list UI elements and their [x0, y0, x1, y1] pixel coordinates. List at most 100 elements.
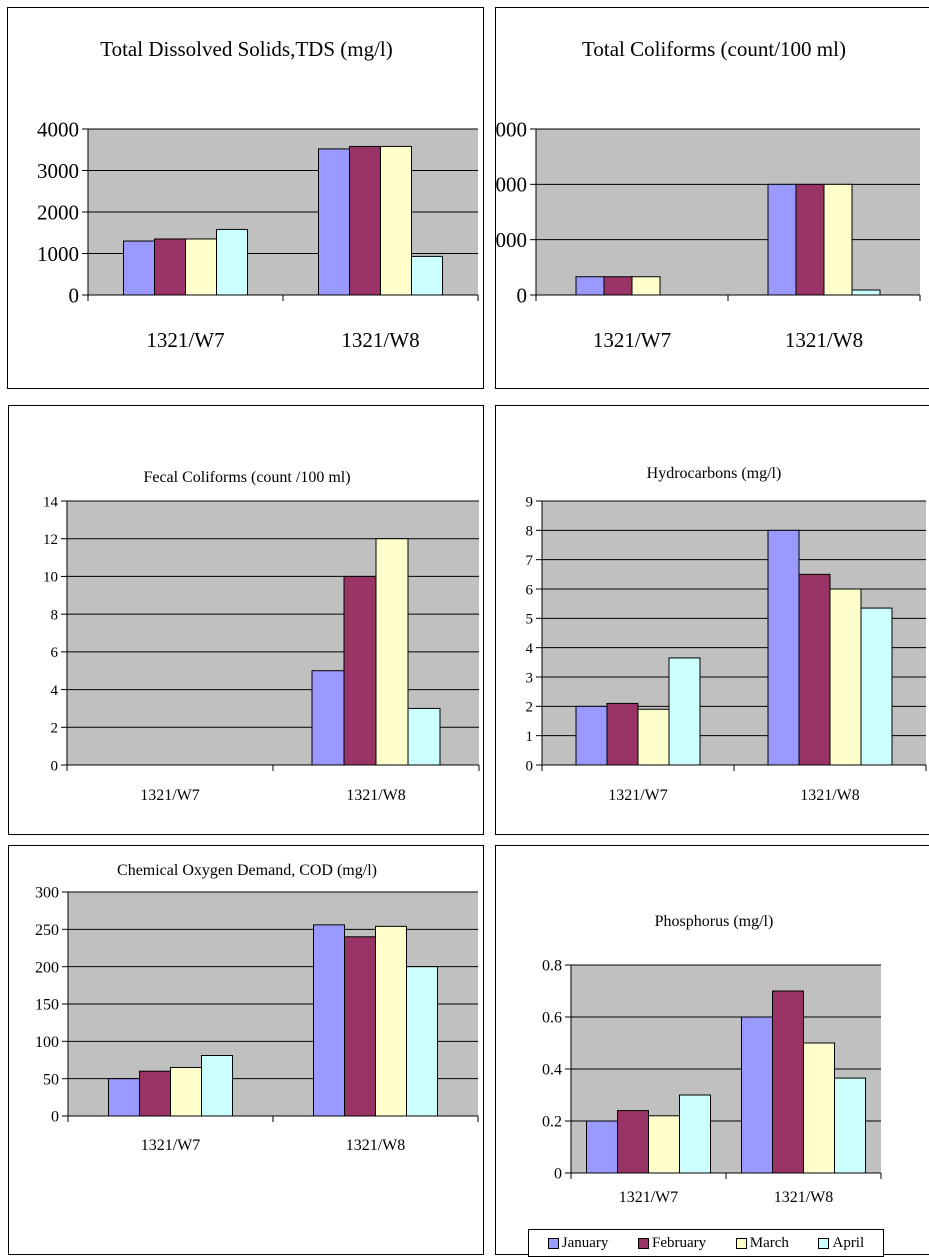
x-tick-label: 1321/W7	[140, 787, 200, 804]
x-tick-label: 1321/W8	[341, 328, 419, 352]
chart-panel-total-coliforms: Total Coliforms (count/100 ml) 0 1000 2000 3…	[495, 7, 929, 389]
y-tick-label: 4000	[37, 117, 79, 141]
y-tick-label: 2000	[37, 200, 79, 224]
chart-title: Chemical Oxygen Demand, COD (mg/l)	[117, 862, 377, 879]
y-tick-label: 6	[526, 582, 534, 598]
bar-april-1	[406, 966, 438, 1117]
legend-label-february: February	[652, 1234, 707, 1251]
bar-april-0	[668, 657, 701, 766]
bar-january-0	[575, 276, 605, 296]
bar-march-1	[823, 183, 853, 296]
legend-item-january: January	[547, 1235, 608, 1252]
bar-march-1	[829, 588, 862, 766]
bar-january-0	[108, 1078, 140, 1117]
bar-february-1	[343, 575, 377, 766]
bar-april-1	[411, 255, 443, 296]
legend-item-february: February	[638, 1235, 706, 1252]
x-tick-label: 1321/W7	[619, 1189, 679, 1206]
chart-cod: Chemical Oxygen Demand, COD (mg/l) 0 50 100…	[35, 862, 479, 1154]
chart-total-coliforms: Total Coliforms (count/100 ml) 0 1000 2000 3…	[496, 37, 921, 352]
x-tick-label: 1321/W8	[774, 1189, 834, 1206]
chart-hydrocarbons: Hydrocarbons (mg/l) 0 1 2 3 4 5 6 7 8 9 1321/W7 1321…	[526, 465, 927, 804]
bar-april-1	[860, 607, 893, 766]
chart-panel-fecal-coliforms: Fecal Coliforms (count /100 ml) 0 2 4 6 8 10 12…	[8, 405, 484, 835]
bar-january-1	[741, 1016, 773, 1174]
bar-april-0	[679, 1094, 711, 1174]
y-tick-label: 7	[526, 553, 534, 569]
bar-march-0	[648, 1115, 680, 1174]
y-tick-label: 300	[35, 885, 59, 902]
bar-march-0	[170, 1066, 202, 1117]
y-tick-label: 2000	[496, 173, 527, 197]
y-tick-label: 1000	[37, 242, 79, 266]
chart-title: Fecal Coliforms (count /100 ml)	[143, 469, 350, 486]
bar-january-1	[313, 924, 345, 1117]
bar-march-0	[631, 276, 661, 296]
y-tick-label: 2	[51, 721, 59, 737]
bar-april-1	[407, 707, 441, 766]
bar-march-1	[803, 1042, 835, 1174]
bar-february-1	[349, 145, 381, 296]
bar-april-0	[216, 228, 248, 296]
y-tick-label: 0.2	[542, 1114, 562, 1131]
y-tick-label: 4	[526, 641, 534, 657]
y-tick-label: 0.4	[542, 1062, 562, 1079]
bar-april-0	[201, 1055, 233, 1117]
y-tick-label: 1	[526, 729, 534, 745]
y-tick-label: 200	[35, 959, 59, 976]
y-tick-label: 4	[51, 683, 59, 699]
bar-january-0	[586, 1120, 618, 1174]
legend-swatch-january	[547, 1237, 559, 1249]
y-tick-label: 0	[554, 1166, 562, 1183]
y-tick-label: 0.6	[542, 1010, 562, 1027]
bar-february-0	[139, 1070, 171, 1117]
legend-swatch-february	[638, 1237, 650, 1249]
bar-april-1	[851, 289, 881, 296]
chart-panel-phosphorus: Phosphorus (mg/l) 0 0.2 0.4 0.6 0.8 1321/W7 132…	[495, 845, 929, 1257]
bar-january-1	[767, 183, 797, 296]
bar-january-1	[767, 529, 800, 766]
bar-february-0	[606, 702, 639, 766]
y-tick-label: 10	[43, 570, 58, 586]
y-tick-label: 3	[526, 670, 534, 686]
bar-march-1	[375, 538, 409, 766]
y-tick-label: 3000	[496, 117, 527, 141]
chart-fecal-coliforms: Fecal Coliforms (count /100 ml) 0 2 4 6 8 10 12…	[43, 469, 480, 804]
chart-panel-cod: Chemical Oxygen Demand, COD (mg/l) 0 50 100…	[8, 845, 484, 1255]
y-tick-label: 9	[526, 494, 534, 510]
bar-january-1	[318, 148, 350, 296]
y-tick-label: 0.8	[542, 958, 562, 975]
x-tick-label: 1321/W7	[593, 328, 671, 352]
bar-april-1	[834, 1077, 866, 1174]
plot-area	[536, 129, 920, 295]
x-tick-label: 1321/W8	[800, 787, 860, 804]
bar-february-1	[795, 183, 825, 296]
x-tick-label: 1321/W7	[608, 787, 668, 804]
y-tick-label: 1000	[496, 228, 527, 252]
bar-march-1	[375, 925, 407, 1117]
bar-february-0	[617, 1110, 649, 1174]
bar-march-1	[380, 145, 412, 296]
y-tick-label: 50	[43, 1071, 59, 1088]
chart-legend: January February March April	[528, 1229, 884, 1257]
y-tick-label: 0	[51, 758, 59, 774]
chart-panel-hydrocarbons: Hydrocarbons (mg/l) 0 1 2 3 4 5 6 7 8 9 1321/W7 1321…	[495, 405, 929, 835]
x-tick-label: 1321/W8	[346, 787, 406, 804]
chart-title: Hydrocarbons (mg/l)	[647, 465, 782, 482]
legend-item-march: March	[735, 1234, 789, 1252]
bar-january-1	[311, 670, 345, 766]
bar-february-1	[772, 990, 804, 1174]
bar-february-0	[603, 276, 633, 296]
legend-label-march: March	[749, 1234, 789, 1251]
y-tick-label: 6	[51, 645, 59, 661]
bar-march-0	[637, 708, 670, 766]
chart-phosphorus: Phosphorus (mg/l) 0 0.2 0.4 0.6 0.8 1321/W7 132…	[542, 913, 882, 1206]
chart-title: Total Dissolved Solids,TDS (mg/l)	[100, 37, 393, 61]
x-tick-label: 1321/W8	[346, 1137, 406, 1154]
legend-swatch-march	[735, 1237, 747, 1249]
bar-january-0	[123, 240, 155, 296]
x-tick-label: 1321/W7	[146, 328, 224, 352]
x-tick-label: 1321/W8	[785, 328, 863, 352]
bar-february-0	[154, 238, 186, 296]
y-tick-label: 0	[51, 1109, 59, 1126]
